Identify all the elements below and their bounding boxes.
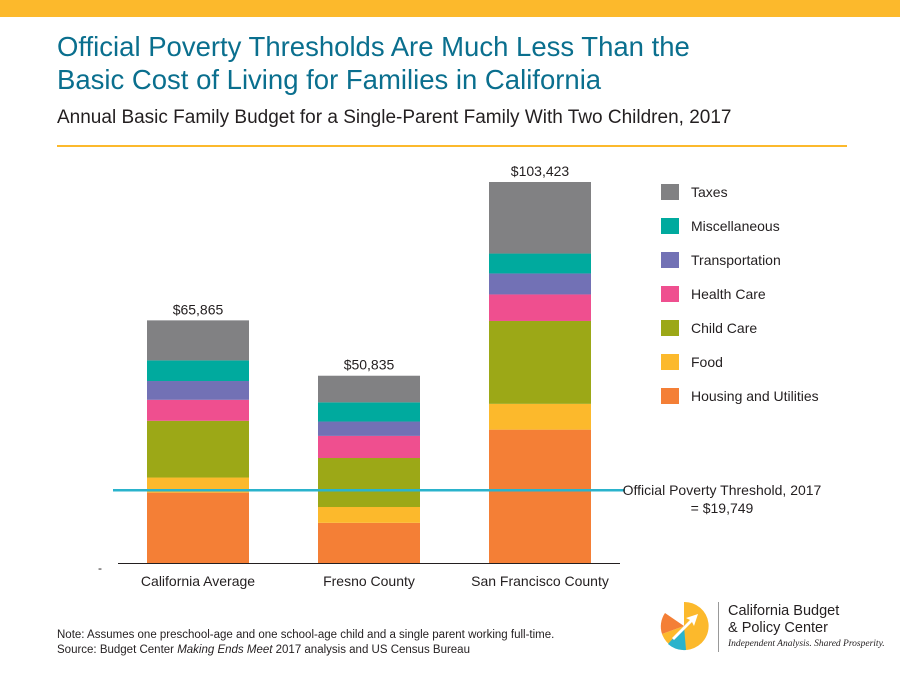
bar-segment-miscellaneous-1: [147, 360, 249, 382]
bar-segment-housing-and-utilities-1: [147, 492, 249, 563]
bar-segment-taxes-3: [489, 182, 591, 254]
stacked-bar-chart: - $65,865 California Average $50,835 Fresno …: [98, 163, 822, 589]
y-tick-label: -: [98, 561, 102, 575]
legend-swatch-food: [661, 354, 679, 370]
x-tick-label: San Francisco County: [471, 573, 609, 589]
bar-segment-food-3: [489, 403, 591, 430]
legend-swatch-child-care: [661, 320, 679, 336]
legend-swatch-transportation: [661, 252, 679, 268]
source-italic: Making Ends Meet: [177, 644, 273, 656]
source-text: Source: Budget Center Making Ends Meet 2…: [57, 643, 657, 658]
x-tick-label: California Average: [141, 573, 255, 589]
source-suffix: 2017 analysis and US Census Bureau: [272, 644, 470, 656]
footnote: Note: Assumes one preschool-age and one …: [57, 628, 657, 658]
chart-subtitle: Annual Basic Family Budget for a Single-…: [57, 107, 732, 128]
logo-divider: [718, 602, 719, 652]
bar-segment-transportation-3: [489, 273, 591, 295]
logo-line-2: & Policy Center: [728, 620, 828, 636]
source-prefix: Source: Budget Center: [57, 644, 178, 656]
bar-segment-housing-and-utilities-3: [489, 429, 591, 563]
legend-swatch-taxes: [661, 184, 679, 200]
logo-arrow-icon: [660, 601, 709, 651]
legend-label: Miscellaneous: [691, 218, 780, 234]
bar-segment-health-care-1: [147, 399, 249, 421]
chart-title: Official Poverty Thresholds Are Much Les…: [57, 30, 877, 96]
logo-line-1: California Budget: [728, 603, 840, 619]
top-accent-bar: [0, 0, 900, 17]
x-tick-label: Fresno County: [323, 573, 415, 589]
bar-segment-food-2: [318, 507, 420, 523]
bar-segment-child-care-3: [489, 320, 591, 404]
note-text: Note: Assumes one preschool-age and one …: [57, 629, 555, 641]
poverty-threshold-label-line-1: Official Poverty Threshold, 2017: [623, 482, 822, 498]
legend-swatch-miscellaneous: [661, 218, 679, 234]
title-divider: [57, 145, 847, 147]
legend-swatch-health-care: [661, 286, 679, 302]
bar-segment-health-care-2: [318, 435, 420, 459]
organization-logo: California Budget & Policy Center Indepe…: [656, 598, 886, 658]
bar-segment-miscellaneous-2: [318, 402, 420, 422]
bar-segment-child-care-2: [318, 458, 420, 508]
bar-total-label: $103,423: [511, 163, 570, 179]
bar-segment-taxes-2: [318, 375, 420, 403]
legend-label: Transportation: [691, 252, 781, 268]
bar-segment-taxes-1: [147, 320, 249, 361]
legend-label: Food: [691, 354, 723, 370]
legend-swatch-housing-and-utilities: [661, 388, 679, 404]
bar-segment-housing-and-utilities-2: [318, 522, 420, 563]
logo-wordmark: California Budget & Policy Center Indepe…: [728, 603, 888, 651]
bar-segment-health-care-3: [489, 294, 591, 321]
bar-total-label: $65,865: [173, 301, 224, 317]
legend-label: Taxes: [691, 184, 728, 200]
bar-total-label: $50,835: [344, 357, 395, 373]
legend-label: Health Care: [691, 286, 766, 302]
bar-segment-transportation-1: [147, 381, 249, 400]
title-line-1: Official Poverty Thresholds Are Much Les…: [57, 31, 690, 62]
bar-segment-miscellaneous-3: [489, 253, 591, 274]
bar-segment-transportation-2: [318, 421, 420, 436]
poverty-threshold-label-line-2: = $19,749: [691, 500, 754, 516]
legend-label: Housing and Utilities: [691, 388, 819, 404]
logo-tagline: Independent Analysis. Shared Prosperity.: [728, 639, 885, 649]
bar-segment-food-1: [147, 477, 249, 493]
bar-segment-child-care-1: [147, 420, 249, 478]
legend-label: Child Care: [691, 320, 757, 336]
title-line-2: Basic Cost of Living for Families in Cal…: [57, 64, 602, 95]
